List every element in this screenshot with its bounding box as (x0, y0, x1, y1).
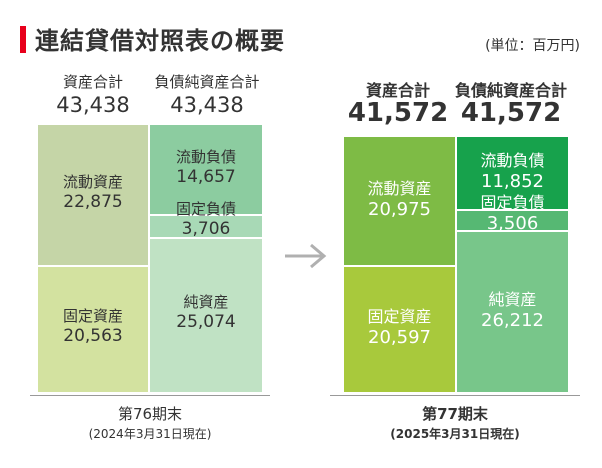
p77-fixed-liabilities-text: 固定負債 3,506 (457, 193, 568, 236)
assets-total-label-p76: 資産合計 (62, 73, 123, 91)
p77-current-liabilities-text: 流動負債 11,852 (457, 151, 568, 194)
period-76-date: (2024年3月31日現在) (88, 427, 212, 441)
period-77-name: 第77期末 (422, 405, 488, 423)
p76-current-assets-value: 22,875 (63, 192, 123, 213)
p77-fixed-liabilities-block (457, 209, 568, 232)
p76-fixed-liabilities-block (150, 215, 262, 238)
p77-net-assets-label: 純資産 (488, 289, 537, 309)
period-77-baseline (330, 395, 580, 396)
p77-fixed-assets-block (344, 265, 455, 392)
p76-current-liabilities-label: 流動負債 (175, 148, 236, 167)
p76-fixed-liabilities-label: 固定負債 (175, 199, 236, 218)
p77-net-assets-text: 純資産 26,212 (457, 290, 568, 333)
p77-current-liabilities-block (457, 137, 568, 210)
p77-net-assets-block (457, 231, 568, 392)
arrow-right-icon (285, 243, 327, 269)
p76-current-liabilities-text: 流動負債 14,657 (150, 148, 262, 188)
title-accent-bar (20, 26, 26, 53)
p77-current-assets-block (344, 137, 455, 266)
liab-total-value-p77: 41,572 (460, 98, 562, 128)
p76-current-liabilities-value: 14,657 (176, 166, 236, 187)
p76-net-assets-value: 25,074 (176, 311, 236, 332)
liab-total-label-p77: 負債純資産合計 (454, 81, 567, 100)
p77-current-assets-value: 20,975 (368, 199, 431, 221)
period-76-baseline (30, 395, 270, 396)
p77-segment-divider (344, 264, 455, 267)
p76-net-assets-text: 純資産 25,074 (150, 293, 262, 333)
p76-net-assets-label: 純資産 (183, 292, 229, 311)
p76-segment-divider (150, 214, 262, 217)
liab-total-value-p76: 43,438 (170, 93, 244, 117)
p77-fixed-assets-value: 20,597 (368, 326, 431, 348)
p76-fixed-assets-value: 20,563 (63, 325, 123, 346)
page-title: 連結貸借対照表の概要 (35, 27, 285, 55)
p76-fixed-liabilities-value: 3,706 (181, 218, 231, 239)
assets-total-value-p77: 41,572 (347, 98, 449, 128)
p76-current-assets-label: 流動資産 (62, 173, 123, 192)
liab-total-label-p76: 負債純資産合計 (154, 73, 260, 91)
period-76-name: 第76期末 (117, 405, 183, 423)
period-77-date: (2025年3月31日現在) (390, 427, 520, 441)
p77-fixed-assets-text: 固定資産 20,597 (344, 307, 455, 350)
p76-current-liabilities-block (150, 125, 262, 216)
p77-fixed-liabilities-value: 3,506 (486, 213, 539, 235)
p76-fixed-assets-text: 固定資産 20,563 (38, 307, 148, 347)
p77-segment-divider (457, 208, 568, 211)
assets-total-label-p77: 資産合計 (365, 81, 430, 100)
p77-net-assets-value: 26,212 (481, 309, 544, 331)
assets-total-value-p76: 43,438 (56, 93, 130, 117)
p76-net-assets-block (150, 237, 262, 392)
unit-label: (単位：百万円) (485, 38, 580, 54)
p77-current-liabilities-value: 11,852 (481, 171, 544, 193)
p76-segment-divider (38, 264, 148, 267)
p76-fixed-liabilities-text: 固定負債 3,706 (150, 200, 262, 240)
p76-current-assets-block (38, 125, 148, 266)
p77-fixed-liabilities-label: 固定負債 (480, 193, 545, 213)
p76-segment-divider (150, 236, 262, 239)
p77-current-assets-text: 流動資産 20,975 (344, 179, 455, 222)
p76-fixed-assets-block (38, 265, 148, 392)
p77-segment-divider (457, 230, 568, 233)
p76-fixed-assets-label: 固定資産 (62, 306, 123, 325)
p76-current-assets-text: 流動資産 22,875 (38, 173, 148, 213)
p77-current-assets-label: 流動資産 (367, 179, 432, 199)
p77-current-liabilities-label: 流動負債 (480, 151, 545, 171)
p77-fixed-assets-label: 固定資産 (367, 306, 432, 326)
